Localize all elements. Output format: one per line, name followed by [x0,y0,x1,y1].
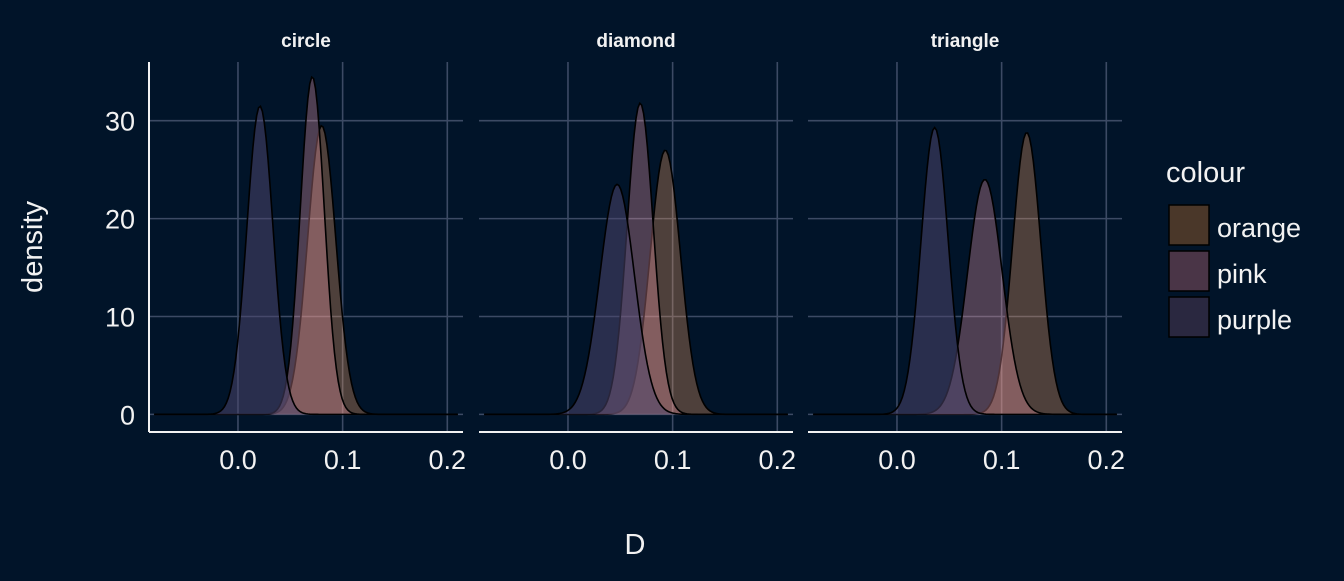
density-area-circle-orange [154,125,458,415]
legend-swatch-orange [1168,204,1210,246]
facet-label-circle: circle [281,31,331,52]
legend-label-orange: orange [1217,213,1301,243]
x-tick-label: 0.1 [324,445,362,475]
x-axis-title: D [625,529,646,561]
x-tick-label: 0.1 [654,445,692,475]
density-area-diamond-purple [484,184,788,415]
y-tick-label: 20 [105,205,135,235]
legend-swatch-pink [1168,250,1210,292]
y-tick-label: 0 [120,400,135,430]
x-tick-label: 0.2 [429,445,467,475]
y-tick-label: 30 [105,107,135,137]
density-area-diamond-pink [484,103,788,415]
density-area-triangle-orange [813,132,1117,415]
legend-label-purple: purple [1217,305,1292,335]
x-tick-label: 0.0 [878,445,916,475]
x-tick-label: 0.0 [549,445,587,475]
density-line-circle-purple [154,105,458,416]
x-tick-label: 0.0 [219,445,257,475]
legend-swatch-purple [1168,296,1210,338]
x-tick-label: 0.1 [983,445,1021,475]
x-tick-label: 0.2 [759,445,797,475]
y-axis-title: density [17,201,49,293]
facet-label-triangle: triangle [931,31,1000,52]
density-line-diamond-purple [484,183,788,416]
legend-title: colour [1166,157,1245,189]
facet-label-diamond: diamond [596,31,675,52]
y-tick-label: 10 [105,302,135,332]
legend-label-pink: pink [1217,259,1267,289]
density-area-circle-pink [154,77,458,415]
x-tick-label: 0.2 [1088,445,1126,475]
density-line-triangle-purple [813,126,1117,416]
